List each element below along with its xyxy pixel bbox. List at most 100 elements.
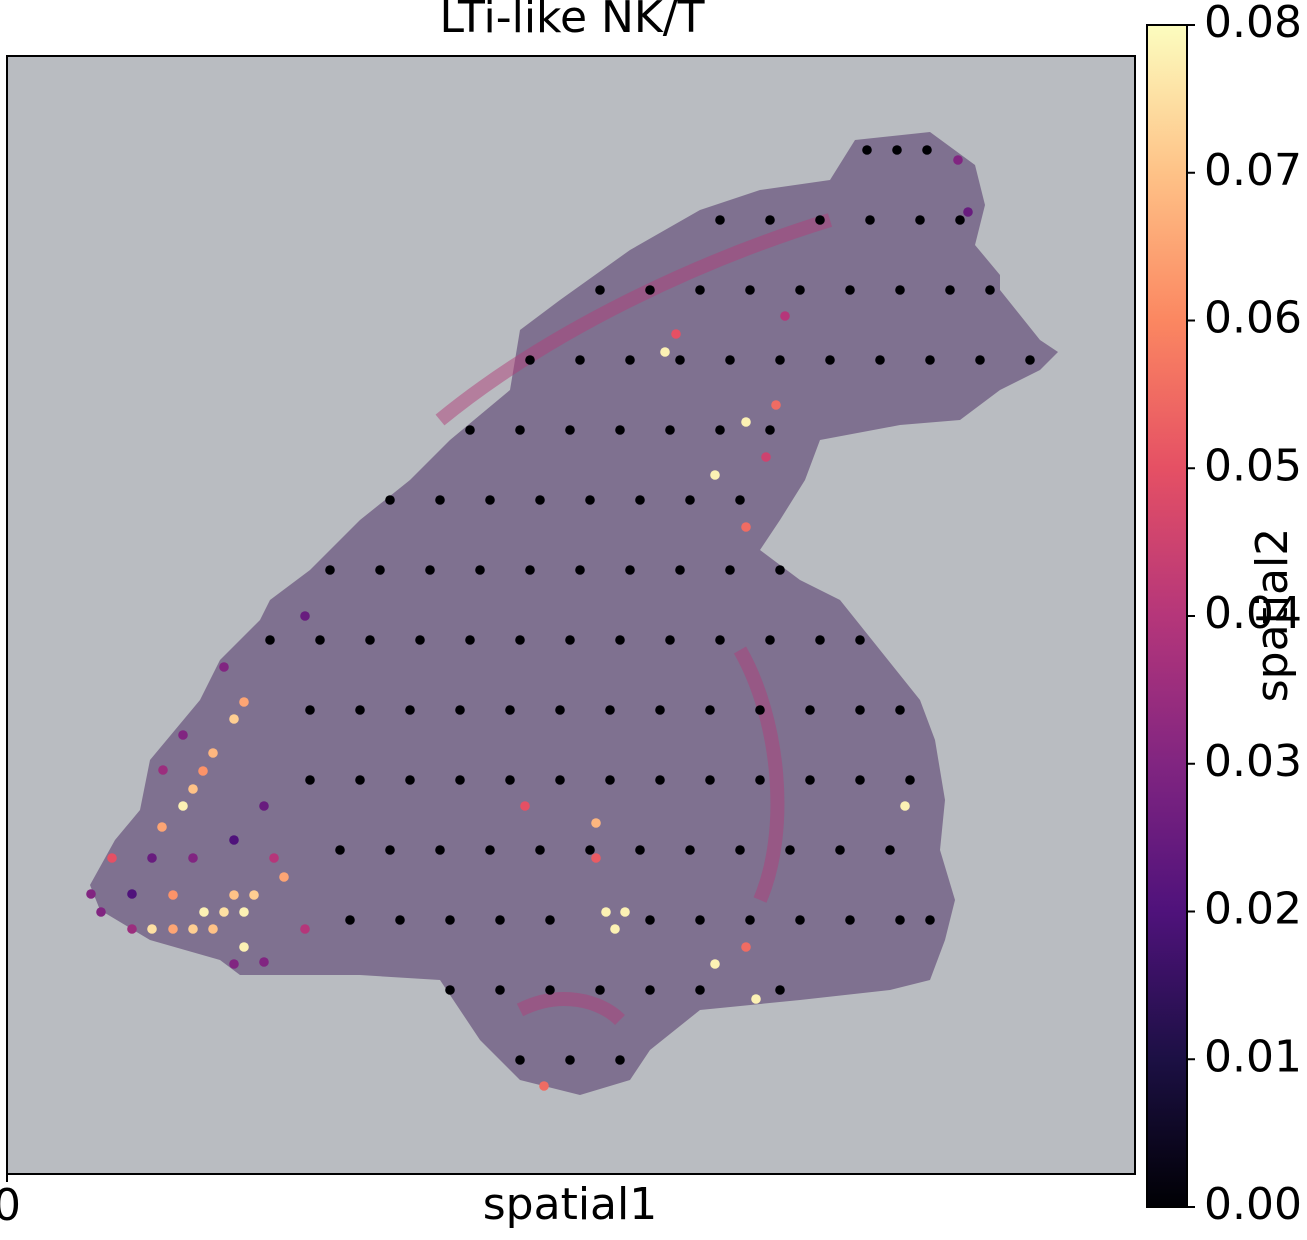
spot [229, 959, 239, 969]
spot [455, 705, 465, 715]
spot [855, 775, 865, 785]
spot [710, 470, 720, 480]
spot [525, 565, 535, 575]
spot [765, 635, 775, 645]
spot [915, 215, 925, 225]
spot [505, 705, 515, 715]
spot [925, 915, 935, 925]
spot [188, 853, 198, 863]
spot [239, 942, 249, 952]
spot [855, 635, 865, 645]
spot [545, 985, 555, 995]
spot [605, 705, 615, 715]
spot [565, 1055, 575, 1065]
colorbar-tick-label: 0.03 [1204, 736, 1302, 787]
colorbar-tick-label: 0.01 [1204, 1031, 1302, 1082]
spot [735, 495, 745, 505]
spot [158, 765, 168, 775]
spot [435, 495, 445, 505]
spot [895, 915, 905, 925]
tissue-streak [435, 213, 833, 1026]
spot [86, 889, 96, 899]
spot [745, 915, 755, 925]
spot [695, 985, 705, 995]
spot [865, 215, 875, 225]
axes-frame [6, 55, 1136, 1175]
spot [229, 890, 239, 900]
spot [645, 915, 655, 925]
spot [219, 907, 229, 917]
spot [229, 835, 239, 845]
spot [485, 495, 495, 505]
tissue [90, 132, 1058, 1095]
spot [725, 565, 735, 575]
spot [905, 775, 915, 785]
spot [575, 355, 585, 365]
spot [515, 1055, 525, 1065]
spot [198, 766, 208, 776]
spot [525, 355, 535, 365]
spots [86, 145, 1035, 1091]
spot [953, 155, 963, 165]
spot [565, 425, 575, 435]
spot [925, 355, 935, 365]
spot [465, 635, 475, 645]
spot [539, 1081, 549, 1091]
spot [591, 818, 601, 828]
spot [875, 355, 885, 365]
spot [127, 924, 137, 934]
spot [178, 801, 188, 811]
spot [239, 697, 249, 707]
spot [625, 565, 635, 575]
spot [188, 784, 198, 794]
spot [229, 714, 239, 724]
spot [615, 1055, 625, 1065]
spot [265, 635, 275, 645]
spot [325, 565, 335, 575]
spot [985, 285, 995, 295]
spot [963, 207, 973, 217]
spot [755, 705, 765, 715]
spot [239, 907, 249, 917]
spot [715, 635, 725, 645]
spot [845, 915, 855, 925]
spot [685, 845, 695, 855]
spot [955, 215, 965, 225]
colorbar [1146, 24, 1188, 1208]
spot [705, 705, 715, 715]
colorbar-tick-label: 0.07 [1204, 145, 1302, 196]
spot [475, 565, 485, 575]
spot [761, 452, 771, 462]
spot [845, 285, 855, 295]
spot [147, 924, 157, 934]
spot [775, 355, 785, 365]
spot [671, 329, 681, 339]
spot [655, 705, 665, 715]
spot [300, 924, 310, 934]
spot [805, 775, 815, 785]
colorbar-tick-label: 0.00 [1204, 1179, 1302, 1230]
spot [900, 801, 910, 811]
spot [655, 775, 665, 785]
spot [741, 522, 751, 532]
spot [765, 215, 775, 225]
spot [675, 565, 685, 575]
spot [208, 924, 218, 934]
spot [1025, 355, 1035, 365]
spot [147, 853, 157, 863]
spot [885, 845, 895, 855]
spot [555, 705, 565, 715]
chart-title: LTi-like NK/T [440, 0, 705, 43]
spot [208, 748, 218, 758]
spot [715, 425, 725, 435]
spot [355, 775, 365, 785]
spot [565, 635, 575, 645]
spot [705, 775, 715, 785]
spot [405, 705, 415, 715]
spot [615, 425, 625, 435]
spot [545, 915, 555, 925]
spot [96, 907, 106, 917]
spot [745, 285, 755, 295]
spot [775, 565, 785, 575]
